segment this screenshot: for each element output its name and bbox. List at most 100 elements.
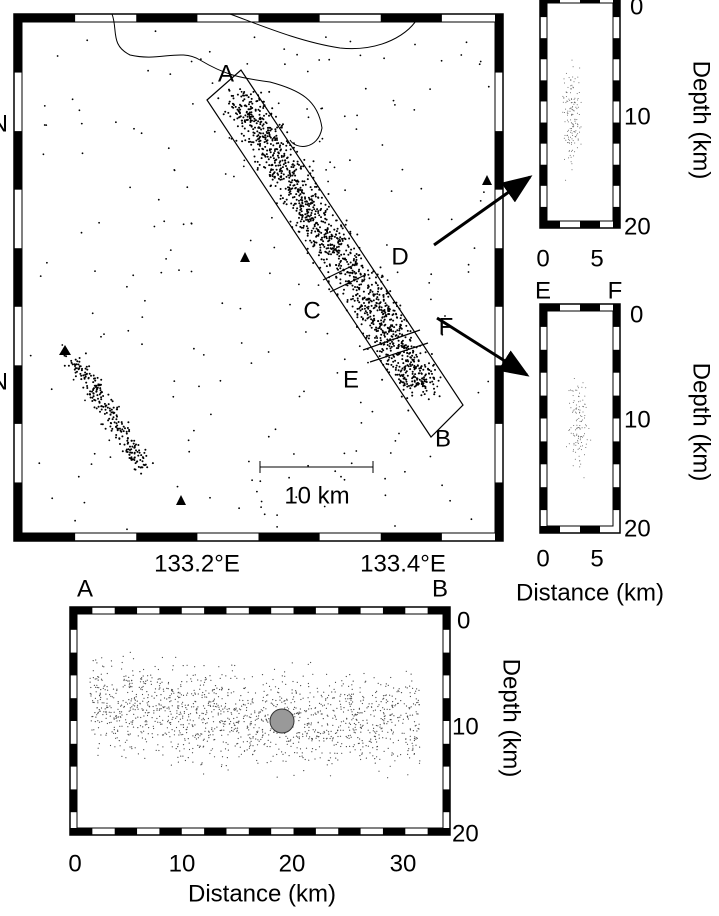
- event: [390, 328, 393, 331]
- event: [145, 454, 148, 457]
- event: [358, 721, 360, 724]
- event: [232, 94, 235, 97]
- event: [172, 669, 174, 671]
- event: [308, 722, 310, 724]
- event: [298, 211, 301, 214]
- event: [258, 140, 261, 143]
- event: [141, 460, 144, 463]
- event: [384, 715, 386, 717]
- event: [411, 742, 413, 744]
- event: [439, 376, 442, 379]
- event: [199, 735, 201, 737]
- event: [154, 665, 156, 668]
- event: [224, 110, 227, 113]
- event: [355, 293, 358, 296]
- event: [279, 144, 282, 147]
- frame-segment: [380, 14, 442, 22]
- frame-segment: [443, 698, 450, 721]
- event: [216, 726, 218, 728]
- event: [384, 305, 387, 307]
- event: [376, 746, 378, 748]
- seismicity: [29, 30, 592, 779]
- event: [254, 710, 256, 712]
- event: [346, 737, 348, 739]
- event: [310, 229, 313, 232]
- event: [353, 270, 356, 273]
- event: [213, 692, 215, 694]
- event: [311, 169, 314, 172]
- event: [200, 58, 202, 60]
- event: [284, 703, 286, 705]
- event: [246, 727, 248, 729]
- event: [440, 59, 443, 62]
- event: [578, 417, 580, 419]
- event: [202, 739, 204, 741]
- event: [580, 415, 582, 417]
- event: [336, 219, 338, 222]
- event: [336, 732, 338, 734]
- event: [304, 731, 306, 733]
- event: [377, 725, 379, 727]
- event: [381, 316, 384, 319]
- event: [133, 713, 135, 716]
- event: [225, 765, 227, 767]
- frame-segment: [613, 304, 620, 327]
- event: [370, 706, 373, 708]
- event: [392, 99, 395, 102]
- event: [137, 727, 139, 729]
- event: [567, 121, 569, 123]
- event: [102, 687, 104, 690]
- frame-segment: [382, 828, 406, 835]
- event: [572, 402, 574, 403]
- event: [110, 429, 113, 432]
- event: [333, 166, 336, 169]
- event: [282, 173, 285, 176]
- event: [286, 743, 288, 745]
- event: [340, 253, 343, 256]
- event: [94, 270, 96, 272]
- event: [377, 329, 379, 332]
- event: [270, 728, 272, 730]
- event: [374, 758, 376, 760]
- event: [389, 719, 391, 721]
- stations: [59, 175, 492, 505]
- event: [171, 705, 173, 707]
- event: [159, 708, 161, 710]
- event: [349, 40, 352, 43]
- event: [104, 427, 107, 430]
- event: [143, 682, 145, 684]
- event: [143, 715, 145, 717]
- event: [299, 693, 301, 695]
- event: [219, 721, 221, 723]
- event: [317, 223, 319, 226]
- event: [578, 401, 580, 403]
- event: [133, 452, 136, 455]
- event: [89, 390, 92, 393]
- event: [250, 744, 252, 746]
- event: [575, 411, 577, 413]
- event: [411, 354, 414, 357]
- event: [321, 725, 323, 727]
- depth-tick-label: 0: [457, 607, 470, 634]
- event: [390, 728, 392, 731]
- event: [372, 314, 375, 317]
- frame-segment: [204, 607, 227, 614]
- event: [237, 737, 239, 740]
- event: [376, 309, 379, 312]
- event: [183, 712, 185, 714]
- event: [262, 107, 265, 109]
- event: [329, 244, 332, 247]
- event: [397, 702, 399, 705]
- event: [283, 48, 286, 50]
- event: [298, 216, 300, 219]
- event: [344, 698, 347, 700]
- event: [364, 319, 367, 322]
- event: [339, 282, 342, 285]
- event: [141, 316, 144, 318]
- frame-segment: [580, 221, 600, 228]
- event: [576, 134, 578, 136]
- event: [204, 696, 206, 698]
- event: [206, 740, 208, 742]
- event: [117, 716, 120, 718]
- event: [98, 687, 100, 689]
